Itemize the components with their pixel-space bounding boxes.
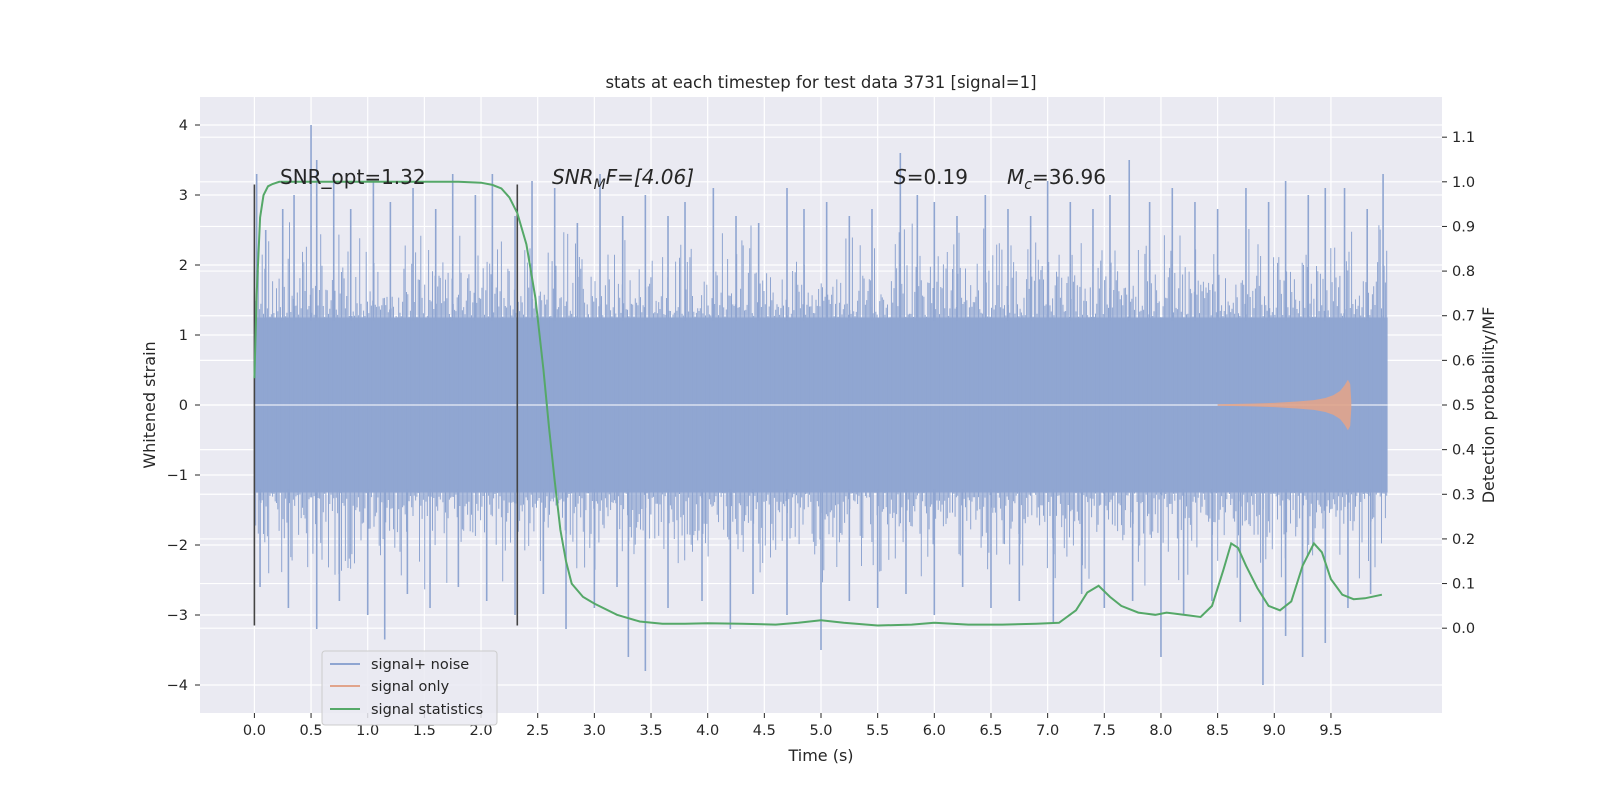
chart-title: stats at each timestep for test data 373… (605, 73, 1036, 92)
y2-tick-label: 1.1 (1452, 130, 1475, 146)
y-tick-label: 2 (179, 258, 188, 274)
x-tick-label: 9.5 (1319, 723, 1342, 739)
y-tick-label: −1 (167, 468, 188, 484)
x-tick-label: 8.5 (1206, 723, 1229, 739)
annotation-snr-mf: SNRMF=[4.06] (552, 165, 694, 193)
y-axis-ticks: 4 3 2 1 0 −1 −2 −3 −4 (167, 118, 200, 694)
legend-box (321, 650, 498, 726)
y-tick-label: 3 (179, 188, 188, 204)
y2-tick-label: 1.0 (1452, 175, 1475, 191)
annotation-mc-value: =36.96 (1032, 165, 1106, 189)
annotation-s: S=0.19 (894, 165, 968, 189)
x-tick-label: 5.0 (809, 723, 832, 739)
y2-tick-label: 0.1 (1452, 577, 1475, 593)
annotation-snr-mf-sub: M (594, 177, 606, 193)
y2-tick-label: 0.2 (1452, 532, 1475, 548)
y2-tick-label: 0.0 (1452, 621, 1475, 637)
y-tick-label: −2 (167, 538, 188, 554)
annotation-snr-opt: SNR_opt=1.32 (280, 165, 426, 189)
x-tick-label: 4.5 (753, 723, 776, 739)
x-tick-label: 4.0 (696, 723, 719, 739)
x-tick-label: 2.5 (526, 723, 549, 739)
y-tick-label: 0 (179, 398, 188, 414)
y-axis-label: Whitened strain (140, 341, 159, 468)
y-tick-label: 1 (179, 328, 188, 344)
series-signal-only (1217, 379, 1352, 431)
annotation-s-value: =0.19 (907, 165, 968, 189)
signal-chirp (1217, 379, 1352, 431)
marker-lines (253, 184, 519, 626)
x-tick-label: 7.0 (1036, 723, 1059, 739)
y2-tick-label: 0.4 (1452, 443, 1475, 459)
series-signal-statistics (253, 180, 1383, 627)
annotation-snr-mf-rest: F=[4.06] (606, 165, 694, 189)
x-tick-label: 6.0 (923, 723, 946, 739)
legend-label-signal-only: signal only (371, 679, 450, 695)
y2-tick-label: 0.3 (1452, 487, 1475, 503)
x-tick-label: 0.5 (300, 723, 323, 739)
x-tick-label: 3.0 (583, 723, 606, 739)
x-tick-label: 7.5 (1093, 723, 1116, 739)
y-tick-label: −3 (167, 608, 188, 624)
y2-tick-label: 0.7 (1452, 309, 1475, 325)
y-tick-label: −4 (167, 678, 188, 694)
annotation-mc-sub: c (1024, 177, 1032, 193)
annotation-s-symbol: S (894, 165, 907, 189)
x-tick-label: 1.5 (413, 723, 436, 739)
x-tick-label: 2.0 (470, 723, 493, 739)
x-tick-label: 6.5 (979, 723, 1002, 739)
x-tick-label: 3.5 (639, 723, 662, 739)
x-tick-label: 5.5 (866, 723, 889, 739)
y2-tick-label: 0.5 (1452, 398, 1475, 414)
y-tick-label: 4 (179, 118, 188, 134)
x-tick-label: 0.0 (243, 723, 266, 739)
y2-tick-label: 0.9 (1452, 219, 1475, 235)
x-tick-label: 1.0 (356, 723, 379, 739)
annotation-mc-symbol: M (1007, 165, 1024, 189)
legend-label-signal-noise: signal+ noise (371, 657, 469, 673)
y2-tick-label: 0.6 (1452, 353, 1475, 369)
x-tick-label: 8.0 (1149, 723, 1172, 739)
legend: signal+ noise signal only signal statist… (321, 650, 498, 726)
x-tick-label: 9.0 (1263, 723, 1286, 739)
x-axis-label: Time (s) (787, 746, 853, 765)
y2-axis-label: Detection probability/MF (1479, 307, 1498, 504)
y2-axis-ticks: 1.1 1.0 0.9 0.8 0.7 0.6 0.5 0.4 0.3 0.2 0.1 0.0 (1442, 130, 1475, 637)
series-signal-noise (253, 125, 1388, 685)
legend-label-signal-statistics: signal statistics (371, 702, 483, 718)
annotation-snr-mf-symbol: SNR (552, 165, 594, 189)
annotation-mc: Mc=36.96 (1007, 165, 1106, 193)
x-axis-ticks: 0.0 0.5 1.0 1.5 2.0 2.5 3.0 3.5 4.0 4.5 5.0 5.5 6.0 6… (243, 713, 1342, 739)
y2-tick-label: 0.8 (1452, 264, 1475, 280)
